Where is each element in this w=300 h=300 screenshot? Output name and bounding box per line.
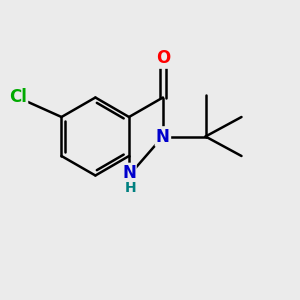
- Text: N: N: [122, 164, 136, 181]
- Text: H: H: [125, 181, 136, 195]
- Text: Cl: Cl: [9, 88, 27, 106]
- Text: N: N: [156, 128, 170, 146]
- Text: O: O: [156, 50, 170, 68]
